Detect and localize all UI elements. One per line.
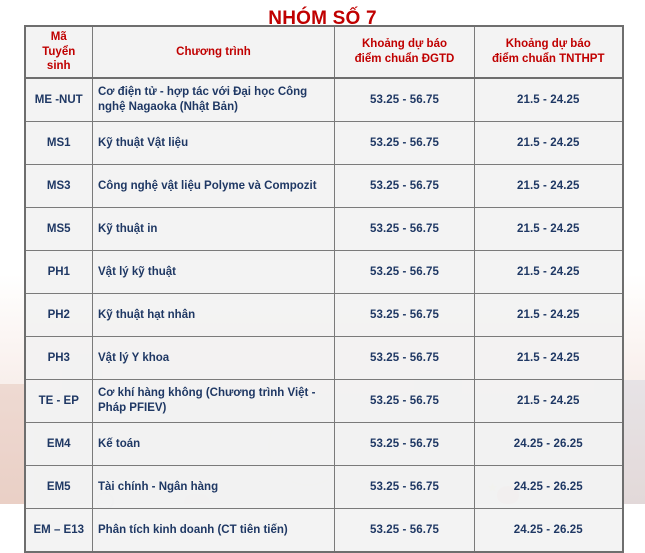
cell-dgtd-score-range: 53.25 - 56.75: [334, 77, 475, 123]
column-header-code-line1: Mã: [50, 31, 67, 43]
column-header-tnthpt-line2: điểm chuẩn TNTHPT: [492, 53, 605, 66]
column-header-tnthpt: Khoảng dự báo điểm chuẩn TNTHPT: [474, 25, 623, 80]
cell-program-name: Cơ khí hàng không (Chương trình Việt - P…: [92, 379, 335, 424]
column-header-tnthpt-line1: Khoảng dự báo: [505, 38, 591, 51]
cell-admission-code: MS3: [24, 164, 93, 209]
table-row: MS5 Kỹ thuật in 53.25 - 56.75 21.5 - 24.25: [24, 207, 623, 252]
admission-table: Mã Tuyển sinh Chương trình Khoảng dự báo…: [23, 25, 624, 553]
cell-program-name: Kỹ thuật hạt nhân: [92, 293, 335, 338]
table-body: ME -NUT Cơ điện tử - hợp tác với Đại học …: [24, 77, 623, 553]
table-header-row: Mã Tuyển sinh Chương trình Khoảng dự báo…: [24, 25, 623, 80]
cell-program-name: Kỹ thuật Vật liệu: [92, 121, 335, 166]
cell-tnthpt-score-range: 21.5 - 24.25: [474, 250, 623, 295]
cell-admission-code: ME -NUT: [24, 77, 93, 123]
cell-tnthpt-score-range: 21.5 - 24.25: [474, 379, 623, 424]
cell-program-name: Phân tích kinh doanh (CT tiên tiến): [92, 508, 335, 553]
cell-admission-code: EM5: [24, 465, 93, 510]
cell-tnthpt-score-range: 21.5 - 24.25: [474, 77, 623, 123]
table-row: EM – E13 Phân tích kinh doanh (CT tiên ti…: [24, 508, 623, 553]
table-row: PH3 Vật lý Y khoa 53.25 - 56.75 21.5 - 24.2…: [24, 336, 623, 381]
cell-program-name: Tài chính - Ngân hàng: [92, 465, 335, 510]
cell-admission-code: PH3: [24, 336, 93, 381]
column-header-code-line2: Tuyển sinh: [42, 45, 76, 73]
table-row: EM4 Kế toán 53.25 - 56.75 24.25 - 26.25: [24, 422, 623, 467]
table-row: MS3 Công nghệ vật liệu Polyme và Compozit…: [24, 164, 623, 209]
column-header-dgtd-line2: điểm chuẩn ĐGTD: [354, 53, 455, 66]
cell-program-name: Kế toán: [92, 422, 335, 467]
column-header-program: Chương trình: [92, 25, 335, 80]
cell-tnthpt-score-range: 24.25 - 26.25: [474, 508, 623, 553]
cell-admission-code: MS5: [24, 207, 93, 252]
cell-dgtd-score-range: 53.25 - 56.75: [334, 293, 475, 338]
cell-tnthpt-score-range: 21.5 - 24.25: [474, 293, 623, 338]
table-row: TE - EP Cơ khí hàng không (Chương trình V…: [24, 379, 623, 424]
cell-program-name: Kỹ thuật in: [92, 207, 335, 252]
column-header-code: Mã Tuyển sinh: [24, 25, 93, 80]
cell-dgtd-score-range: 53.25 - 56.75: [334, 250, 475, 295]
table-row: MS1 Kỹ thuật Vật liệu 53.25 - 56.75 21.5 - …: [24, 121, 623, 166]
cell-admission-code: TE - EP: [24, 379, 93, 424]
table-row: EM5 Tài chính - Ngân hàng 53.25 - 56.75 24.…: [24, 465, 623, 510]
cell-dgtd-score-range: 53.25 - 56.75: [334, 379, 475, 424]
cell-admission-code: EM4: [24, 422, 93, 467]
cell-admission-code: EM – E13: [24, 508, 93, 553]
table-row: ME -NUT Cơ điện tử - hợp tác với Đại học …: [24, 77, 623, 123]
cell-admission-code: MS1: [24, 121, 93, 166]
cell-dgtd-score-range: 53.25 - 56.75: [334, 121, 475, 166]
cell-program-name: Công nghệ vật liệu Polyme và Compozit: [92, 164, 335, 209]
cell-admission-code: PH1: [24, 250, 93, 295]
table-header: Mã Tuyển sinh Chương trình Khoảng dự báo…: [24, 25, 623, 80]
cell-dgtd-score-range: 53.25 - 56.75: [334, 164, 475, 209]
table-row: PH1 Vật lý kỹ thuật 53.25 - 56.75 21.5 - 24…: [24, 250, 623, 295]
cell-program-name: Vật lý kỹ thuật: [92, 250, 335, 295]
cell-dgtd-score-range: 53.25 - 56.75: [334, 336, 475, 381]
cell-tnthpt-score-range: 24.25 - 26.25: [474, 465, 623, 510]
cell-dgtd-score-range: 53.25 - 56.75: [334, 422, 475, 467]
column-header-dgtd: Khoảng dự báo điểm chuẩn ĐGTD: [334, 25, 475, 80]
page-title: NHÓM SỐ 7: [268, 8, 377, 29]
cell-program-name: Cơ điện tử - hợp tác với Đại học Công ng…: [92, 77, 335, 123]
cell-tnthpt-score-range: 21.5 - 24.25: [474, 164, 623, 209]
cell-admission-code: PH2: [24, 293, 93, 338]
cell-dgtd-score-range: 53.25 - 56.75: [334, 465, 475, 510]
column-header-dgtd-line1: Khoảng dự báo: [362, 38, 447, 51]
table-row: PH2 Kỹ thuật hạt nhân 53.25 - 56.75 21.5 - …: [24, 293, 623, 338]
cell-tnthpt-score-range: 21.5 - 24.25: [474, 121, 623, 166]
cell-tnthpt-score-range: 24.25 - 26.25: [474, 422, 623, 467]
cell-tnthpt-score-range: 21.5 - 24.25: [474, 336, 623, 381]
cell-dgtd-score-range: 53.25 - 56.75: [334, 207, 475, 252]
cell-program-name: Vật lý Y khoa: [92, 336, 335, 381]
cell-tnthpt-score-range: 21.5 - 24.25: [474, 207, 623, 252]
cell-dgtd-score-range: 53.25 - 56.75: [334, 508, 475, 553]
admission-table-container: Mã Tuyển sinh Chương trình Khoảng dự báo…: [23, 25, 624, 553]
